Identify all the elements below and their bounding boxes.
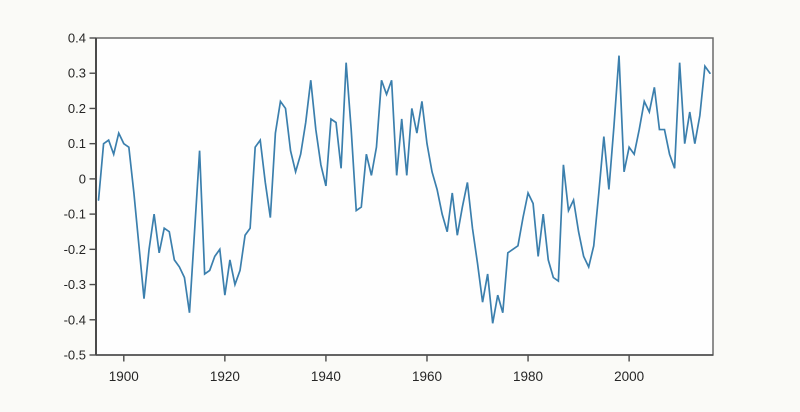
data-line — [97, 55, 711, 324]
y-tick-label: 0.1 — [68, 136, 86, 151]
x-tick-label: 1940 — [311, 369, 341, 384]
x-tick-label: 1980 — [513, 369, 543, 384]
y-tick-label: -0.3 — [64, 277, 86, 292]
y-tick-label: 0.3 — [68, 66, 86, 81]
y-tick-label: -0.1 — [64, 207, 86, 222]
x-tick-label: 1920 — [210, 369, 240, 384]
y-tick-label: 0.2 — [68, 101, 86, 116]
y-tick-label: 0 — [79, 171, 86, 186]
y-tick-label: 0.4 — [68, 31, 86, 46]
plot-area — [96, 38, 713, 355]
y-tick-label: -0.5 — [64, 348, 86, 363]
y-tick-label: -0.2 — [64, 242, 86, 257]
x-tick-label: 1960 — [412, 369, 442, 384]
y-tick-label: -0.4 — [64, 312, 86, 327]
x-tick-label: 2000 — [614, 369, 644, 384]
x-tick-label: 1900 — [109, 369, 139, 384]
